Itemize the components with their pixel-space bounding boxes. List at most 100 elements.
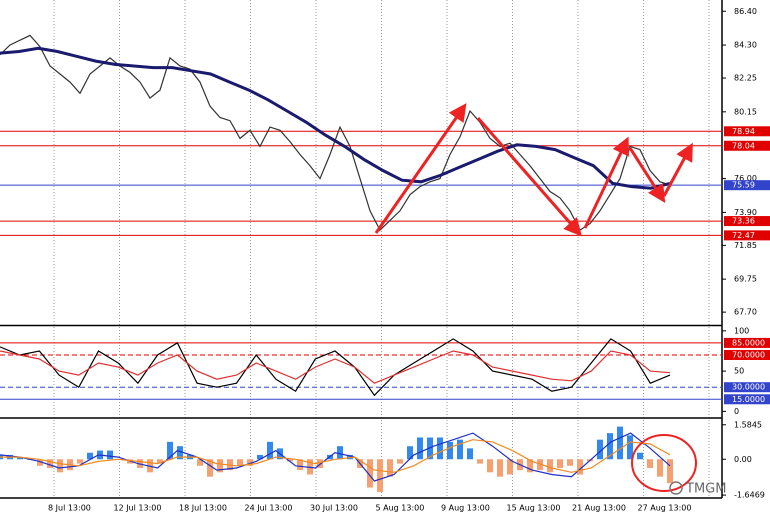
histogram-bar xyxy=(167,441,173,460)
histogram-bar xyxy=(497,459,503,477)
level-label: 78.94 xyxy=(732,127,755,136)
x-tick-label: 8 Jul 13:00 xyxy=(48,504,91,513)
highlight-circle xyxy=(631,434,697,492)
histogram-bar xyxy=(37,459,43,466)
histogram-bar xyxy=(57,459,63,473)
x-tick-label: 30 Jul 13:00 xyxy=(310,504,358,513)
x-tick-label: 24 Jul 13:00 xyxy=(245,504,293,513)
level-label: 73.36 xyxy=(732,217,755,226)
level-tag: 15.0000 xyxy=(724,394,770,405)
level-tag: 78.04 xyxy=(724,140,770,151)
histogram-bar xyxy=(437,437,443,460)
histogram-bar xyxy=(627,435,633,460)
histogram-bar xyxy=(557,459,563,468)
histogram-bar xyxy=(17,457,23,460)
histogram-bar xyxy=(407,446,413,460)
x-tick-label: 5 Aug 13:00 xyxy=(376,504,425,513)
histogram-bar xyxy=(47,459,53,468)
x-tick-label: 15 Aug 13:00 xyxy=(507,504,561,513)
level-label: 70.0000 xyxy=(732,350,765,359)
y-tick-label: 73.90 xyxy=(734,208,757,217)
y-tick-label: 0 xyxy=(734,407,739,416)
y-tick-label: 67.70 xyxy=(734,308,757,317)
level-box xyxy=(724,337,770,348)
y-tick-label: 1.5845 xyxy=(734,420,762,429)
y-tick-label: -1.6469 xyxy=(734,491,765,500)
histogram-bar xyxy=(417,437,423,460)
histogram-bar xyxy=(447,441,453,460)
level-tag: 78.94 xyxy=(724,126,770,137)
histogram-bar xyxy=(177,446,183,460)
panel-borders xyxy=(0,0,723,499)
level-tag: 85.0000 xyxy=(724,337,770,348)
x-tick-label: 21 Aug 13:00 xyxy=(572,504,626,513)
histogram-bar xyxy=(207,459,213,477)
histogram-bar xyxy=(337,446,343,460)
level-tag: 70.0000 xyxy=(724,349,770,360)
level-box xyxy=(724,230,770,241)
level-label: 75.59 xyxy=(732,181,755,190)
histogram-bar xyxy=(387,459,393,477)
y-tick-label: 69.75 xyxy=(734,275,757,284)
y-tick-label: 100 xyxy=(734,326,749,335)
level-tag: 72.47 xyxy=(724,230,770,241)
histogram-bar xyxy=(397,459,403,464)
level-box xyxy=(724,382,770,393)
y-tick-label: 84.30 xyxy=(734,41,757,50)
series-line xyxy=(0,34,671,232)
level-tag: 73.36 xyxy=(724,216,770,227)
histogram-bar xyxy=(197,459,203,466)
y-tick-label: 80.15 xyxy=(734,107,757,116)
histogram-bar xyxy=(487,459,493,473)
histogram-bar xyxy=(567,459,573,466)
histogram-bar xyxy=(287,459,293,462)
histogram-bar xyxy=(257,454,263,460)
y-tick-label: 71.85 xyxy=(734,241,757,250)
y-tick-label: 50 xyxy=(734,367,744,376)
histogram-bar xyxy=(637,452,643,460)
plot-layer: 86.40 84.30 82.25 80.15 76.00 73.90 71.85 69.75… xyxy=(0,7,770,513)
level-label: 78.04 xyxy=(732,141,755,150)
histogram-bar xyxy=(217,459,223,473)
level-box xyxy=(724,216,770,227)
histogram-bar xyxy=(537,459,543,471)
histogram-bar xyxy=(247,459,253,466)
histogram-bar xyxy=(157,459,163,464)
level-box xyxy=(724,126,770,137)
y-tick-label: 0.00 xyxy=(734,455,752,464)
level-box xyxy=(724,394,770,405)
annotation-arrows xyxy=(374,103,693,237)
histogram-bar xyxy=(477,459,483,464)
level-box xyxy=(724,180,770,191)
series-line xyxy=(0,439,671,473)
histogram-bar xyxy=(367,459,373,488)
histogram-bar xyxy=(657,459,663,477)
histogram-bar xyxy=(457,439,463,460)
x-tick-label: 12 Jul 13:00 xyxy=(114,504,162,513)
histogram-bar xyxy=(597,439,603,460)
histogram-bar xyxy=(577,459,583,475)
histogram-bar xyxy=(297,459,303,471)
level-tag: 30.0000 xyxy=(724,382,770,393)
histogram-bar xyxy=(607,433,613,460)
x-tick-label: 18 Jul 13:00 xyxy=(179,504,227,513)
histogram-bar xyxy=(647,459,653,468)
histogram-bar xyxy=(377,459,383,492)
histogram-bar xyxy=(267,441,273,460)
series-line xyxy=(0,432,671,482)
level-box xyxy=(724,140,770,151)
histogram-bar xyxy=(617,426,623,460)
level-label: 72.47 xyxy=(732,231,755,240)
series-line xyxy=(0,350,671,384)
histogram-bar xyxy=(467,448,473,460)
y-tick-label: 86.40 xyxy=(734,7,757,16)
level-label: 30.0000 xyxy=(732,383,765,392)
histogram-bar xyxy=(107,450,113,460)
watermark: TMGM xyxy=(685,482,726,497)
level-box xyxy=(724,349,770,360)
histogram-bar xyxy=(87,452,93,460)
grid xyxy=(53,0,710,498)
histogram-bar xyxy=(667,459,673,484)
y-tick-label: 76.00 xyxy=(734,174,757,183)
